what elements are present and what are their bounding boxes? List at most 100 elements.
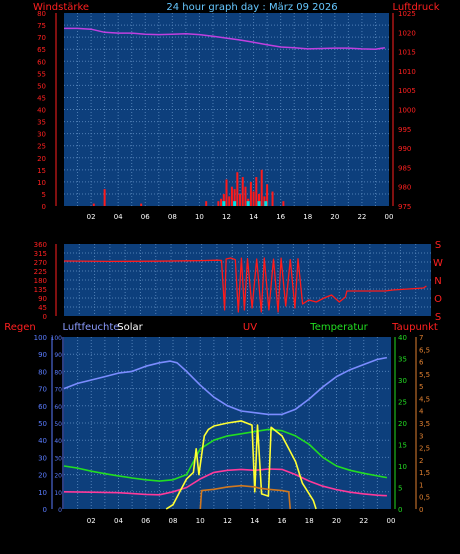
humidity-tick-label: 80: [54, 369, 62, 376]
x-tick-label-bottom: 14: [250, 517, 259, 525]
rain-tick-label: 100: [34, 334, 47, 342]
uv-line: [199, 484, 291, 510]
temperature-tick-label: 0: [398, 506, 402, 514]
rain-tick-label: 50: [38, 420, 47, 428]
x-tick-label-top: 16: [276, 213, 285, 221]
wind-tick-label: 30: [37, 131, 46, 139]
direction-compass-label: S: [435, 240, 441, 251]
uv-tick-label: 1: [419, 481, 423, 489]
humidity-tick-label: 60: [54, 404, 62, 411]
wind-speed-bar: [140, 203, 143, 206]
wind-speed-bar: [239, 193, 242, 206]
temperature-tick-label: 35: [398, 356, 407, 364]
wind-speed-bar: [205, 201, 208, 206]
x-tick-label-top: 20: [330, 213, 339, 221]
uv-tick-label: 2: [419, 457, 423, 465]
pressure-tick-label: 1020: [398, 29, 416, 37]
x-tick-label-bottom: 00: [387, 517, 396, 525]
wind-tick-label: 60: [37, 58, 46, 66]
x-tick-label-bottom: 02: [87, 517, 96, 525]
x-tick-label-top: 14: [249, 213, 258, 221]
wind-tick-label: 5: [42, 191, 46, 199]
rain-tick-label: 60: [38, 403, 47, 411]
temperature-tick-label: 10: [398, 463, 407, 471]
uv-tick-label: 5,5: [419, 371, 430, 379]
x-tick-label-top: 08: [168, 213, 177, 221]
humidity-tick-label: 10: [54, 490, 62, 497]
wind-tick-label: 55: [37, 70, 46, 78]
temperature-tick-label: 25: [398, 399, 407, 407]
pressure-tick-label: 980: [398, 184, 411, 192]
x-tick-label-top: 02: [87, 213, 96, 221]
humidity-line: [63, 356, 388, 416]
wind-speed-bar: [217, 201, 220, 206]
wind-tick-label: 20: [37, 155, 46, 163]
temperature-tick-label: 15: [398, 442, 407, 450]
x-tick-label-bottom: 06: [141, 517, 150, 525]
pressure-tick-label: 990: [398, 145, 411, 153]
rain-tick-label: 10: [38, 489, 47, 497]
wind-gust-mark: [257, 201, 261, 206]
humidity-tick-label: 100: [51, 335, 63, 342]
x-tick-label-bottom: 18: [305, 517, 314, 525]
wind-speed-bar: [244, 186, 247, 206]
wind-tick-label: 0: [42, 203, 46, 211]
direction-tick-label: 225: [34, 268, 47, 276]
pressure-axis-title: Luftdruck: [392, 2, 439, 13]
x-tick-label-top: 04: [114, 213, 123, 221]
wind-tick-label: 70: [37, 34, 46, 42]
x-tick-label-bottom: 16: [278, 517, 287, 525]
humidity-tick-label: 30: [54, 455, 62, 462]
uv-tick-label: 6,5: [419, 346, 430, 354]
pressure-tick-label: 1005: [398, 87, 416, 95]
x-tick-label-bottom: 10: [196, 517, 205, 525]
uv-tick-label: 2,5: [419, 445, 430, 453]
humidity-tick-label: 0: [58, 507, 62, 514]
rain-axis-title: Regen: [4, 322, 36, 333]
x-tick-label-bottom: 04: [114, 517, 123, 525]
wind-speed-bar: [230, 186, 233, 206]
wind-speed-bar: [255, 177, 258, 206]
direction-compass-label: O: [434, 294, 442, 305]
direction-tick-label: 0: [43, 313, 47, 321]
rain-tick-label: 90: [38, 351, 47, 359]
wind-gust-mark: [222, 201, 226, 206]
uv-tick-label: 7: [419, 334, 423, 342]
x-tick-label-top: 18: [303, 213, 312, 221]
direction-tick-label: 270: [34, 259, 47, 267]
pressure-line: [64, 27, 386, 51]
temperature-line: [63, 428, 388, 482]
rain-tick-label: 0: [43, 506, 47, 514]
direction-compass-label: W: [433, 258, 443, 269]
wind-speed-bar: [228, 196, 231, 206]
x-tick-label-bottom: 22: [359, 517, 368, 525]
wind-speed-bar: [225, 179, 228, 206]
wind-tick-label: 45: [37, 94, 46, 102]
x-tick-label-top: 22: [357, 213, 366, 221]
direction-tick-label: 45: [38, 304, 47, 312]
temperature-tick-label: 20: [398, 420, 407, 428]
uv-axis-title: UV: [243, 322, 257, 333]
uv-tick-label: 3: [419, 432, 423, 440]
pressure-tick-label: 1025: [398, 10, 416, 18]
wind-direction-line: [63, 257, 427, 313]
wind-speed-bar: [258, 193, 260, 206]
wind-axis-title: Windstärke: [33, 2, 89, 13]
rain-tick-label: 20: [38, 472, 47, 480]
pressure-tick-label: 1015: [398, 49, 416, 57]
wind-speed-bar: [252, 191, 255, 206]
wind-speed-bar: [236, 172, 239, 206]
wind-speed-bar: [260, 169, 263, 206]
wind-tick-label: 10: [37, 179, 46, 187]
wind-gust-mark: [264, 201, 268, 206]
solar-line: [165, 420, 317, 510]
pressure-tick-label: 1010: [398, 68, 416, 76]
x-tick-label-bottom: 08: [169, 517, 178, 525]
rain-tick-label: 80: [38, 368, 47, 376]
wind-speed-bar: [241, 177, 244, 206]
wind-tick-label: 65: [37, 46, 46, 54]
wind-tick-label: 75: [37, 22, 46, 30]
uv-tick-label: 4,5: [419, 395, 430, 403]
wind-tick-label: 40: [37, 107, 46, 115]
